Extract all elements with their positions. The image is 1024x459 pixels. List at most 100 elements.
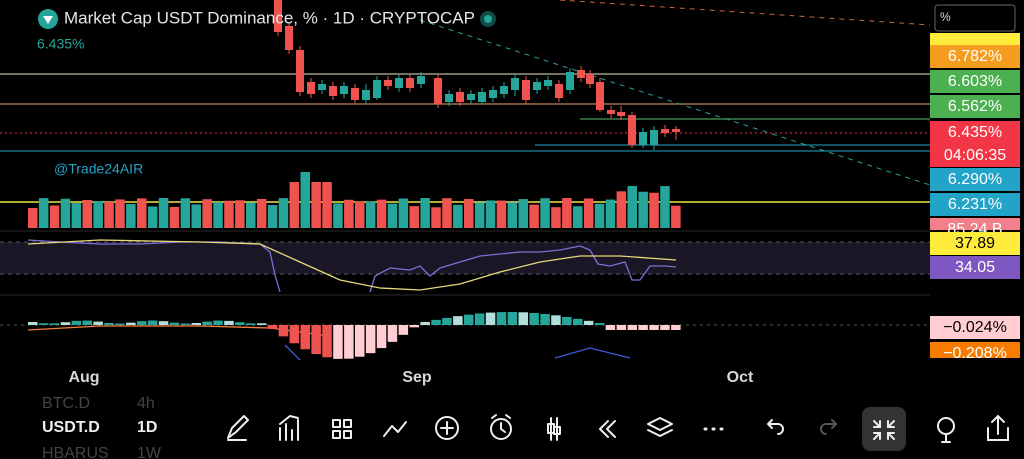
share[interactable] (987, 414, 1009, 441)
layers[interactable] (647, 417, 673, 437)
macd-bar (344, 325, 354, 359)
candle-body (434, 78, 442, 104)
redo[interactable] (820, 419, 837, 435)
macd-line (554, 347, 631, 359)
alert[interactable] (490, 418, 512, 440)
volume-bar (355, 201, 365, 228)
macd-bar (464, 314, 474, 325)
macd-bar (365, 325, 376, 354)
macd-bar (246, 323, 256, 325)
chart-type[interactable] (547, 417, 561, 441)
price-label: 6.290% (948, 171, 1002, 188)
price-label: 37.89 (955, 235, 995, 252)
volume-bar (93, 201, 103, 228)
macd-bar (322, 325, 332, 358)
macd-bar (529, 312, 539, 325)
macd-bar (355, 325, 365, 357)
price-label-box (930, 232, 1020, 255)
symbol[interactable]: BTC.D (42, 395, 90, 412)
volume-bar (562, 198, 572, 228)
macd-bar (583, 320, 594, 325)
candle-body (544, 80, 552, 86)
volume-bar (137, 198, 147, 228)
volume-bar (474, 202, 485, 228)
symbol[interactable]: HBARUS (42, 445, 109, 459)
volume-bar (431, 207, 441, 228)
macd-bar (202, 321, 212, 325)
candle-body (596, 82, 604, 110)
macd-bar (420, 321, 430, 325)
fullscreen-icon[interactable] (873, 420, 895, 440)
candle-body (296, 50, 304, 92)
candle-body (456, 92, 464, 102)
macd-bar (638, 325, 648, 330)
volume-bar (605, 199, 616, 228)
candle-body (351, 88, 359, 100)
candle-body (577, 70, 585, 78)
volume-bar (126, 204, 136, 228)
macd-bar (82, 320, 92, 325)
candle-body (607, 110, 615, 114)
draw-tool[interactable] (227, 415, 249, 441)
volume-bar (365, 201, 376, 228)
price-label-box (930, 316, 1020, 339)
candle-body (661, 129, 669, 133)
price-label-box (930, 256, 1020, 279)
volume-bar (224, 200, 234, 228)
indicators[interactable] (279, 415, 299, 441)
volume-bar (660, 186, 670, 228)
macd-bar (562, 316, 572, 325)
symbol[interactable]: USDT.D (42, 419, 100, 436)
price-label: 6.782% (948, 48, 1002, 65)
add[interactable] (435, 416, 459, 440)
candle-body (406, 78, 414, 88)
rsi-average (27, 239, 677, 291)
volume-bar (485, 200, 496, 228)
volume-bar (147, 206, 158, 228)
market-status-dot (484, 15, 492, 23)
macd-bar (333, 325, 343, 359)
scale-unit-box[interactable] (934, 4, 1016, 32)
templates[interactable] (332, 419, 352, 439)
scale-unit[interactable]: % (940, 10, 951, 24)
interval[interactable]: 1W (137, 445, 162, 459)
volume-bar (420, 198, 430, 228)
fullscreen-button[interactable] (862, 407, 906, 451)
macd-bar (485, 312, 496, 325)
alert-hands[interactable] (491, 414, 511, 433)
macd-bar (605, 325, 616, 330)
undo[interactable] (767, 419, 784, 435)
volume-bar (671, 205, 681, 228)
macd-bar (453, 316, 463, 325)
candle-body (639, 132, 647, 145)
volume-bar (616, 191, 627, 228)
macd-bar (387, 325, 398, 342)
candle-body (417, 76, 425, 84)
macd-bar (71, 320, 82, 325)
compare[interactable] (383, 421, 407, 437)
macd-bar (573, 318, 583, 325)
add-plus[interactable] (440, 421, 454, 435)
ideas-base[interactable] (941, 433, 951, 443)
price-label-box (930, 342, 1020, 358)
candles (274, 0, 680, 150)
macd-bar (224, 320, 234, 325)
candle-body (628, 115, 636, 145)
x-axis-label: Aug (68, 369, 99, 386)
x-axis-label: Sep (402, 369, 432, 386)
macd-bar (660, 325, 670, 330)
candle-body (566, 72, 574, 90)
volume-bar (104, 201, 114, 228)
replay[interactable] (599, 420, 616, 438)
volume-bar (496, 200, 507, 228)
candle-body (340, 86, 348, 94)
candle-body (285, 26, 293, 50)
interval[interactable]: 1D (137, 419, 157, 436)
volume-bar (235, 200, 245, 228)
volume-bar (300, 172, 310, 228)
volume-bar (202, 199, 212, 228)
macd-bar (60, 322, 71, 325)
interval[interactable]: 4h (137, 395, 155, 412)
